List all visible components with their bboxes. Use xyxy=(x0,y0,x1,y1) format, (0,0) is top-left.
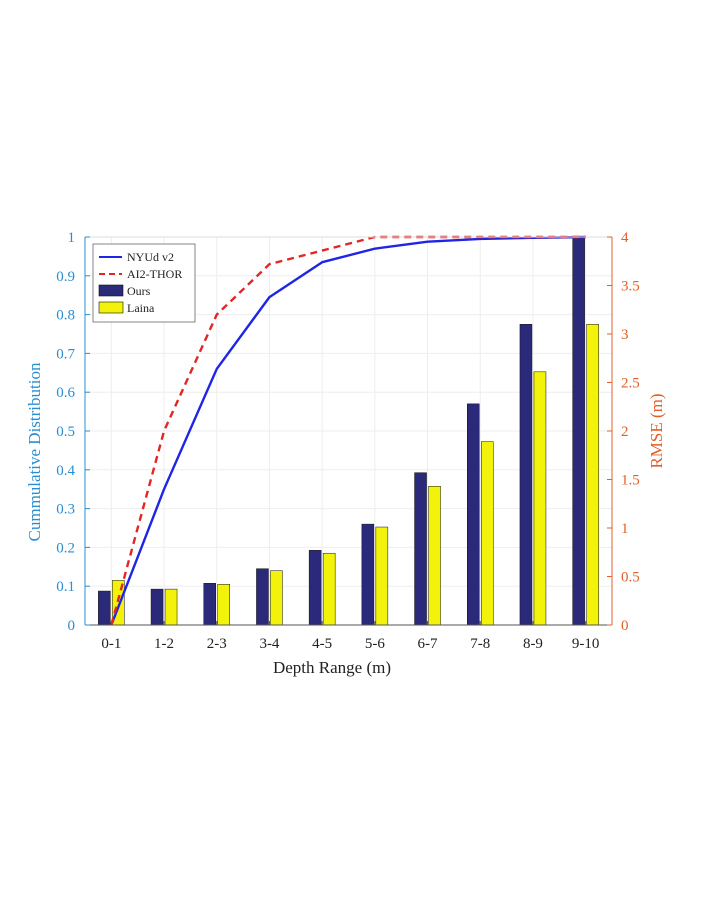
line-nyud-v2 xyxy=(110,235,586,626)
bar-ours xyxy=(361,523,375,626)
y-tick-left-label: 0.5 xyxy=(56,424,75,440)
bar-ours xyxy=(256,568,269,626)
ticks: 0 0.1 0.2 0.3 0.4 0.5 0.6 0.7 0.8 0.9 1 0 0.5 1 1.5 2 2.… xyxy=(56,230,640,652)
bar-laina xyxy=(322,552,336,626)
bar-laina xyxy=(428,486,441,626)
x-tick-label: 2-3 xyxy=(207,636,227,652)
y-tick-right-label: 2 xyxy=(621,424,629,440)
y-tick-right-label: 2.5 xyxy=(621,376,640,392)
y-tick-left-label: 0.4 xyxy=(56,463,75,479)
x-axis-label: Depth Range (m) xyxy=(273,658,391,677)
y-tick-left-label: 0 xyxy=(68,618,76,634)
y-tick-right-label: 0 xyxy=(621,618,629,634)
bar-ours xyxy=(203,583,216,626)
x-tick-label: 8-9 xyxy=(523,636,543,652)
y-tick-left-label: 0.9 xyxy=(56,269,75,285)
x-tick-label: 9-10 xyxy=(572,636,600,652)
bar-laina xyxy=(217,584,230,626)
y-tick-left-label: 0.8 xyxy=(56,308,75,324)
bar-ours xyxy=(519,324,533,626)
y-tick-left-label: 0.7 xyxy=(56,346,75,362)
x-tick-label: 3-4 xyxy=(259,636,279,652)
bar-ours xyxy=(150,588,164,626)
bar-laina xyxy=(586,324,599,626)
legend: NYUd v2 AI2-THOR Ours Laina xyxy=(92,243,196,323)
bar-laina xyxy=(164,588,178,626)
y-tick-left-label: 0.2 xyxy=(56,540,75,556)
bars xyxy=(98,236,599,626)
bar-ours xyxy=(467,403,480,626)
bar-ours xyxy=(98,590,111,626)
y-tick-left-label: 0.6 xyxy=(56,385,75,401)
y-tick-right-label: 0.5 xyxy=(621,570,640,586)
bar-ours xyxy=(414,472,427,626)
y-tick-right-label: 4 xyxy=(621,230,629,246)
bar-laina xyxy=(481,441,494,626)
legend-ours-swatch xyxy=(98,284,124,297)
x-tick-label: 1-2 xyxy=(154,636,174,652)
x-tick-label: 0-1 xyxy=(101,636,121,652)
y-tick-right-label: 1 xyxy=(621,521,629,537)
bar-ours xyxy=(308,550,322,626)
legend-laina-swatch xyxy=(98,301,124,314)
y-axis-label-left: Cummulative Distribution xyxy=(25,362,44,541)
legend-nyud-label: NYUd v2 xyxy=(127,250,174,264)
legend-ai2thor-label: AI2-THOR xyxy=(127,267,182,281)
y-axis-label-right: RMSE (m) xyxy=(647,393,666,468)
bar-ours xyxy=(572,236,585,626)
x-tick-label: 6-7 xyxy=(418,636,438,652)
x-tick-label: 7-8 xyxy=(470,636,490,652)
x-tick-label: 4-5 xyxy=(312,636,332,652)
bar-laina xyxy=(533,371,547,626)
y-tick-left-label: 1 xyxy=(68,230,76,246)
y-tick-right-label: 3.5 xyxy=(621,279,640,295)
legend-laina-label: Laina xyxy=(127,301,155,315)
x-tick-label: 5-6 xyxy=(365,636,385,652)
y-tick-right-label: 3 xyxy=(621,327,629,343)
y-tick-left-label: 0.3 xyxy=(56,502,75,518)
y-tick-right-label: 1.5 xyxy=(621,473,640,489)
bar-laina xyxy=(375,526,389,626)
legend-ours-label: Ours xyxy=(127,284,151,298)
bar-laina xyxy=(270,570,283,626)
y-tick-left-label: 0.1 xyxy=(56,579,75,595)
